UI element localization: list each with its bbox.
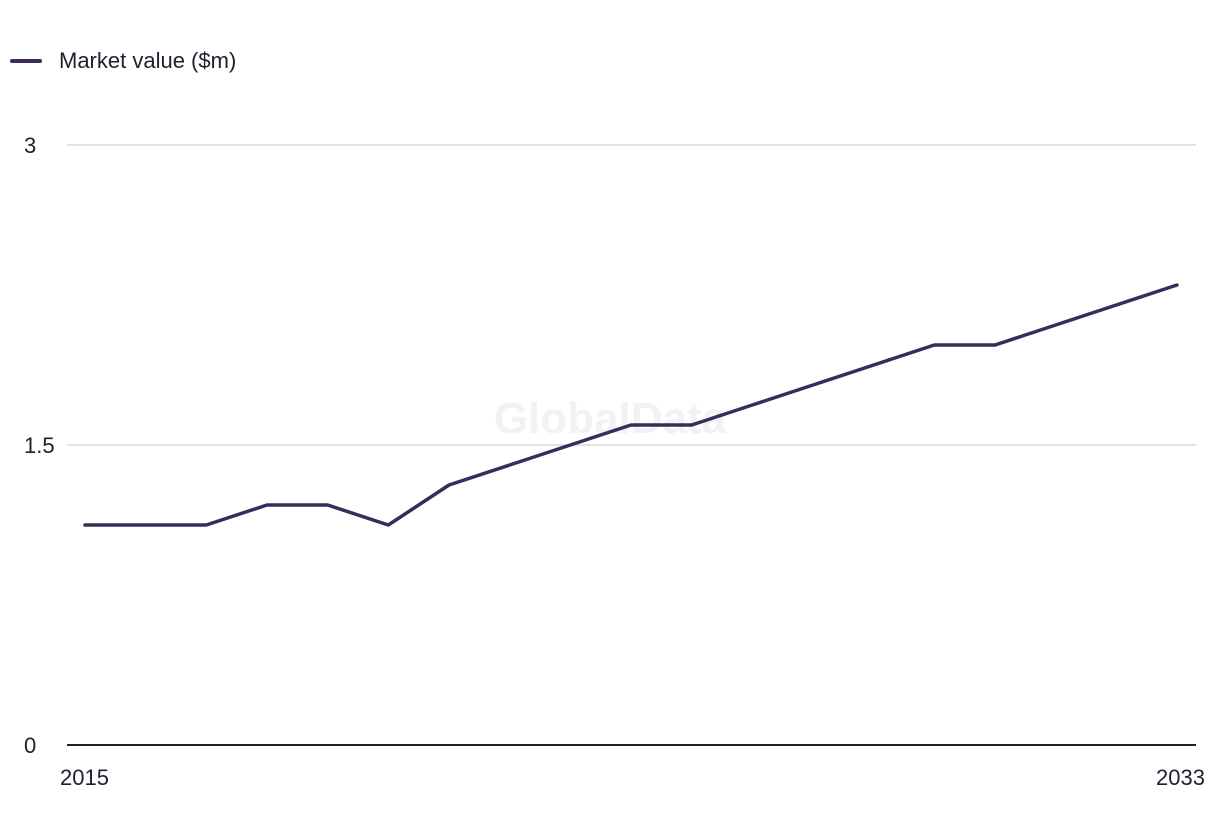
- x-tick-label: 2015: [60, 765, 109, 790]
- x-axis-ticks: 2015 2033: [60, 765, 1205, 790]
- series-line: [83, 283, 1179, 527]
- watermark: GlobalData: [494, 394, 727, 443]
- legend-swatch: [10, 59, 42, 63]
- grid: [67, 144, 1196, 746]
- series-group: [83, 283, 1179, 527]
- x-tick-label: 2033: [1156, 765, 1205, 790]
- y-tick-label: 1.5: [24, 433, 55, 458]
- legend: Market value ($m): [10, 46, 236, 76]
- y-axis-ticks: 01.53: [24, 133, 55, 758]
- legend-label: Market value ($m): [59, 48, 237, 73]
- y-tick-label: 0: [24, 733, 36, 758]
- y-tick-label: 3: [24, 133, 36, 158]
